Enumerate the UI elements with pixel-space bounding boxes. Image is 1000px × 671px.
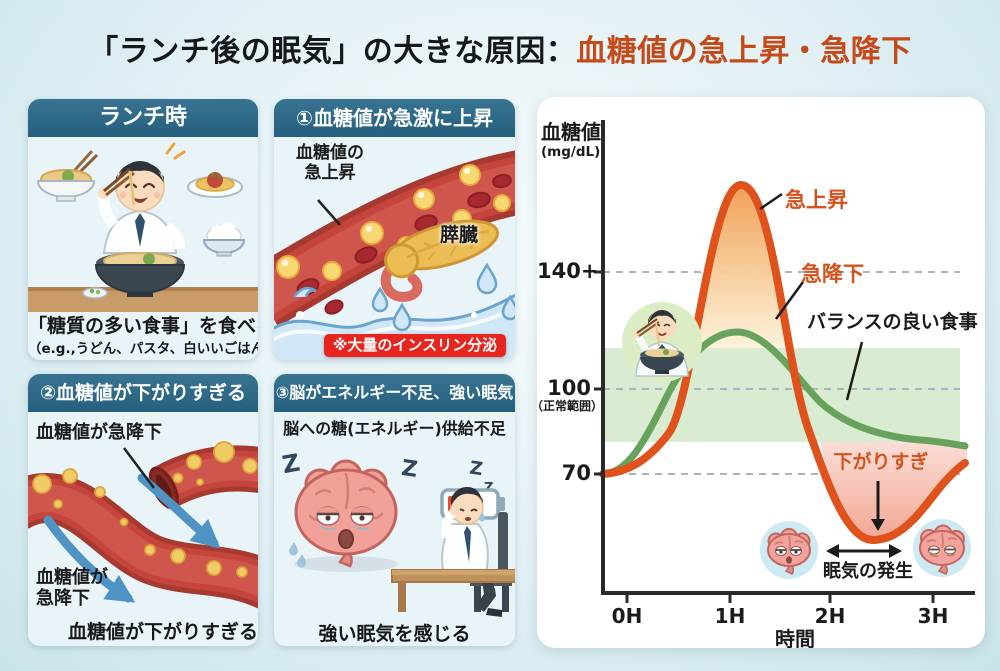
eating-man-icon — [622, 302, 702, 382]
svg-text:Z: Z — [280, 449, 302, 480]
spike-curve — [599, 180, 969, 545]
lunch-caption: 「糖質の多い食事」を食べる — [28, 315, 258, 337]
sleepy-brain-icon-right — [913, 519, 971, 577]
panel-lunch: ランチ時 — [28, 99, 258, 360]
pancreas — [380, 219, 499, 302]
sleepy-brain-icon-left — [760, 521, 818, 579]
lunch-caption-sub: （e.g.,うどん、パスタ、白いいごはん） — [28, 341, 258, 357]
panel-drop-header: ②血糖値が下がりすぎる — [28, 374, 258, 412]
svg-text:Z: Z — [468, 458, 484, 481]
drop-pointer-line — [123, 447, 155, 489]
x-axis-title: 時間 — [775, 627, 815, 649]
panel-sleepy: ③脳がエネルギー不足、強い眠気 Z Z Z Z — [274, 374, 515, 646]
panel-sleepy-header: ③脳がエネルギー不足、強い眠気 — [274, 374, 515, 412]
spike-pointer-line — [317, 199, 341, 226]
x-tick-2h: 2H — [814, 604, 846, 628]
zzz-icons: Z Z Z Z — [280, 449, 493, 496]
lunch-illustration — [28, 142, 258, 312]
panel-spike: ①血糖値が急激に上昇 — [274, 99, 515, 360]
x-tick-0h: 0H — [611, 604, 643, 628]
panel-lunch-header: ランチ時 — [28, 99, 258, 137]
desk-top — [392, 570, 515, 575]
eating-man — [98, 161, 186, 254]
svg-text:Z: Z — [400, 456, 419, 483]
y-tick-100-note: （正常範囲） — [537, 399, 604, 413]
sleepy-label-top: 脳への糖(エネルギー)供給不足 — [283, 419, 506, 438]
annotation-crash: 急降下 — [801, 262, 864, 286]
annotation-sleepiness: 眠気の発生 — [823, 561, 913, 582]
pasta-plate-icon — [187, 172, 243, 198]
noodle-bowl-icon — [36, 149, 99, 202]
axis-ticks — [594, 270, 935, 603]
insulin-badge: ※大量のインスリン分泌 — [324, 334, 506, 357]
x-tick-3h: 3H — [917, 604, 949, 628]
drop-label-left: 血糖値が 急降下 — [36, 567, 108, 609]
side-dish — [82, 287, 108, 299]
vessel-segment-upper — [148, 445, 258, 510]
annotation-too-low: 下がりすぎ — [833, 451, 929, 473]
panel-spike-header: ①血糖値が急激に上昇 — [274, 99, 515, 137]
annotation-balanced: バランスの良い食事 — [807, 311, 978, 333]
sleepiness-range-arrow — [826, 544, 902, 558]
sleepy-illustration: Z Z Z Z — [280, 449, 515, 617]
too-low-arrow — [871, 481, 885, 531]
title-main: 「ランチ後の眠気」の大きな原因： — [88, 34, 577, 69]
drop-caption: 血糖値が下がりすぎる — [68, 621, 258, 643]
sleepy-caption: 強い眠気を感じる — [318, 623, 471, 645]
annotation-lines — [759, 192, 864, 401]
crash-fill — [820, 442, 967, 540]
spike-vessel-label: 血糖値の 急上昇 — [296, 143, 364, 183]
x-tick-1h: 1H — [714, 604, 746, 628]
drop-illustration — [28, 441, 258, 609]
droplets — [371, 262, 515, 332]
sleepy-brain — [289, 459, 398, 568]
big-noodle-bowl — [94, 252, 186, 297]
glucose-chart — [594, 120, 975, 603]
pancreas-label: 膵臓 — [440, 224, 479, 246]
panel-drop: ②血糖値が下がりすぎる — [28, 374, 258, 646]
y-axis-unit: (mg/dL) — [541, 144, 601, 160]
glucose-chart-card: 血糖値 (mg/dL) 140+ 100 （正常範囲） 70 0H 1H 2H … — [537, 97, 985, 648]
rice-bowl-icon — [202, 222, 246, 257]
y-tick-100: 100 — [547, 376, 591, 400]
sparkle-icon — [165, 142, 186, 160]
brain-eyes — [316, 506, 374, 531]
balanced-curve — [599, 328, 969, 478]
y-axis-title: 血糖値 — [541, 120, 601, 144]
glucose-particles — [32, 441, 258, 578]
y-tick-140: 140+ — [537, 259, 599, 283]
annotation-spike: 急上昇 — [785, 188, 848, 212]
sleepy-man — [391, 486, 515, 617]
drop-label-top: 血糖値が急降下 — [36, 422, 162, 443]
drop-arrows — [43, 473, 221, 603]
title-accent: 血糖値の急上昇・急降下 — [576, 34, 912, 69]
y-tick-70: 70 — [561, 461, 591, 485]
page-title: 「ランチ後の眠気」の大きな原因：血糖値の急上昇・急降下 — [0, 26, 1000, 70]
brain-mouth — [338, 529, 354, 549]
axes — [601, 120, 975, 595]
